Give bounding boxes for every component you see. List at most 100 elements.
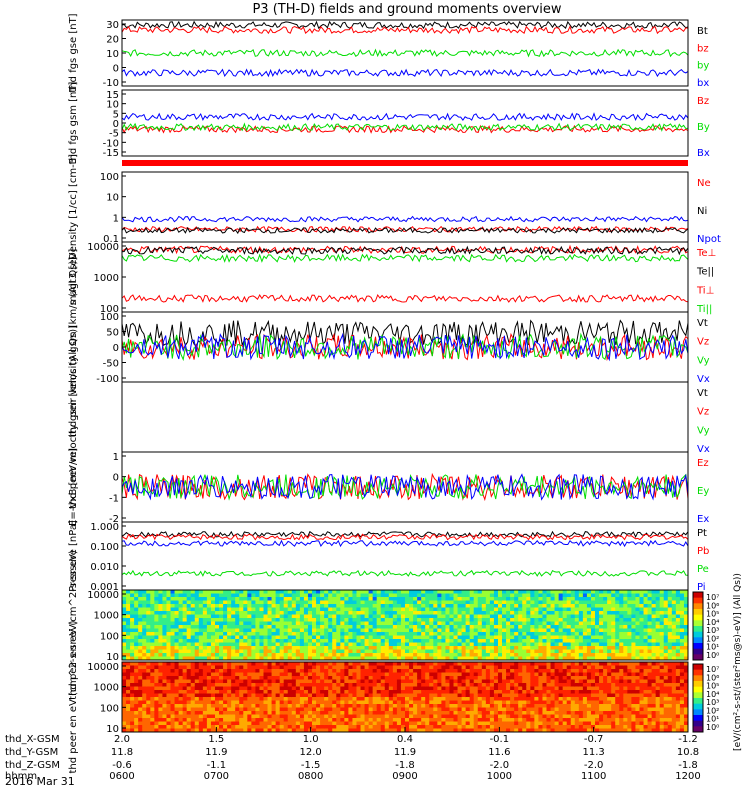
orbit-value-2-4: -2.0	[490, 760, 510, 771]
colorbar-cell	[693, 620, 703, 627]
series-line-density-2	[121, 215, 689, 223]
ytick-efield: -1	[109, 493, 119, 504]
legend-fgs_gsm-1: By	[697, 122, 710, 133]
colorbar-cell	[693, 626, 703, 633]
ytick-peir_spec: 10000	[87, 590, 119, 601]
series-line-efield-1	[121, 473, 689, 501]
orbit-value-2-6: -1.8	[678, 760, 698, 771]
ytick-peir_vel: 0	[113, 343, 119, 354]
ylabel-peir_spec: thd peir en eV (cm^2-s-sr-eV)	[68, 550, 79, 700]
series-line-pressure-0	[121, 530, 689, 538]
ylabel-fgs_gsm: thd fgs gsm [nT]	[68, 82, 79, 165]
legend-fgs_gse-1: bz	[697, 43, 709, 54]
ylabel-density: Density [1/cc] [cm-3]	[68, 154, 79, 260]
series-line-efield-2	[121, 473, 689, 501]
ytick-fgs_gsm: -15	[103, 148, 119, 159]
legend-fgs_gse-2: by	[697, 61, 709, 72]
colorbar-tick-1-4: 10³	[706, 698, 719, 707]
ytick-peer_spec: 100	[100, 703, 119, 714]
legend-density-0: Ne	[697, 178, 711, 189]
panel-frame-peer_vel	[121, 381, 689, 453]
legend-pressure-0: Pt	[697, 528, 707, 539]
colorbar-tick-0-7: 10⁰	[706, 651, 719, 660]
legend-fgs_gsm-0: Bz	[697, 96, 709, 107]
colorbar-tick-1-7: 10⁰	[706, 723, 719, 732]
panel-temperature: 10000 1000 100 magt3 [eV] Te⊥ Te|| Ti⊥ Ti||	[68, 241, 716, 315]
orbit-value-3-0: 0600	[109, 771, 134, 782]
colorbar-tick-1-5: 10²	[706, 706, 719, 715]
legend-peer_vel-0: Vt	[697, 388, 708, 399]
legend-efield-2: Ex	[697, 514, 709, 525]
colorbar-cell	[693, 603, 703, 610]
legend-density-2: Npot	[697, 234, 721, 245]
colorbar-tick-0-0: 10⁷	[706, 593, 719, 602]
series-line-temperature-3	[121, 253, 689, 263]
colorbar-frame-0	[692, 591, 704, 661]
colorbar-cell	[693, 669, 703, 676]
ytick-peir_spec: 10	[106, 652, 119, 663]
date-label: 2016 Mar 31	[5, 775, 75, 788]
colorbar-cell	[693, 643, 703, 650]
ylabel-pressure: Pressure [nPa]	[68, 520, 79, 592]
ylabel-fgs_gse: thd fgs gse [nT]	[68, 13, 79, 92]
ytick-fgs_gsm: 0	[113, 119, 119, 130]
orbit-axis: thd_X-GSM 2.0 1.5 1.0 0.4 -0.1 -0.7 -1.2 thd_Y-G…	[5, 727, 701, 782]
panel-frame-pressure	[121, 521, 689, 591]
orbit-value-3-2: 0800	[298, 771, 323, 782]
panel-frame-fgs_gsm	[121, 89, 689, 157]
ytick-peir_spec: 1000	[94, 611, 119, 622]
ytick-pressure: 0.010	[90, 562, 119, 573]
series-line-fgs_gse-2	[121, 48, 689, 58]
ytick-efield: 1	[113, 452, 119, 463]
ylabel-peer_spec: thd peer en eV (cm^2-s-sr-eV)	[68, 620, 79, 773]
ytick-fgs_gse: 0	[113, 64, 119, 75]
orbit-value-3-6: 1200	[675, 771, 700, 782]
panel-efield: 1 0 -1 -2 E=-VxB [mV/m] Ez Ey Ex	[68, 448, 709, 526]
colorbar-cell	[693, 654, 703, 661]
ylabel-peer_vel: thd peer velocity gsm [km/s (All Qs)]	[68, 325, 79, 509]
colorbar-cell	[693, 726, 703, 733]
legend-pressure-2: Pe	[697, 564, 709, 575]
series-line-fgs_gsm-1	[121, 122, 689, 132]
colorbar-frame-1	[692, 663, 704, 733]
series-line-fgs_gse-3	[121, 68, 689, 78]
ytick-fgs_gsm: 15	[106, 90, 119, 101]
ytick-peer_spec: 1000	[94, 683, 119, 694]
colorbar-label: [eV/(cm²-s-st/(ster²ms@s)-eV)] (All Qs))	[733, 573, 743, 751]
ytick-pressure: 1.000	[90, 522, 119, 533]
ytick-fgs_gsm: -10	[103, 138, 119, 149]
orbit-label-2: thd_Z-GSM	[5, 760, 60, 771]
orbit-value-0-5: -0.7	[584, 734, 604, 745]
series-line-pressure-3	[121, 539, 689, 548]
colorbar-cell	[693, 715, 703, 722]
colorbar-tick-1-6: 10¹	[706, 715, 719, 724]
legend-temperature-3: Ti||	[696, 304, 712, 315]
plot-title: P3 (TH-D) fields and ground moments over…	[252, 2, 561, 17]
colorbar-cell	[693, 681, 703, 688]
ytick-density: 100	[100, 172, 119, 183]
colorbar-tick-1-0: 10⁷	[706, 665, 719, 674]
orbit-label-3: hhmm	[5, 771, 37, 782]
ytick-efield: 0	[113, 473, 119, 484]
orbit-value-2-3: -1.8	[395, 760, 415, 771]
panel-peir_spec: 10000 1000 100 10 thd peir en eV (cm^2-s-sr-…	[68, 550, 689, 700]
colorbars: 10⁷10⁶10⁵10⁴10³10²10¹10⁰10⁷10⁶10⁵10⁴10³1…	[692, 573, 743, 751]
orbit-value-1-2: 12.0	[300, 747, 322, 758]
ytick-temperature: 1000	[94, 273, 119, 284]
orbit-value-2-2: -1.5	[301, 760, 321, 771]
colorbar-tick-1-2: 10⁵	[706, 682, 719, 691]
colorbar-tick-0-2: 10⁵	[706, 610, 719, 619]
colorbar-tick-0-1: 10⁶	[706, 601, 719, 610]
series-line-density-0	[121, 225, 689, 233]
legend-efield-0: Ez	[697, 458, 709, 469]
colorbar-cell	[693, 675, 703, 682]
series-line-pressure-2	[121, 569, 689, 577]
orbit-value-1-6: 10.8	[677, 747, 699, 758]
panel-pressure: 1.000 0.100 0.010 0.001 Pressure [nPa] Pt Pb Pe…	[68, 520, 709, 593]
ytick-efield: -2	[109, 514, 119, 525]
orbit-value-1-4: 11.6	[488, 747, 510, 758]
orbit-value-2-5: -2.0	[584, 760, 604, 771]
legend-peir_vel-3: Vx	[697, 374, 710, 385]
mode-bar	[122, 160, 688, 166]
